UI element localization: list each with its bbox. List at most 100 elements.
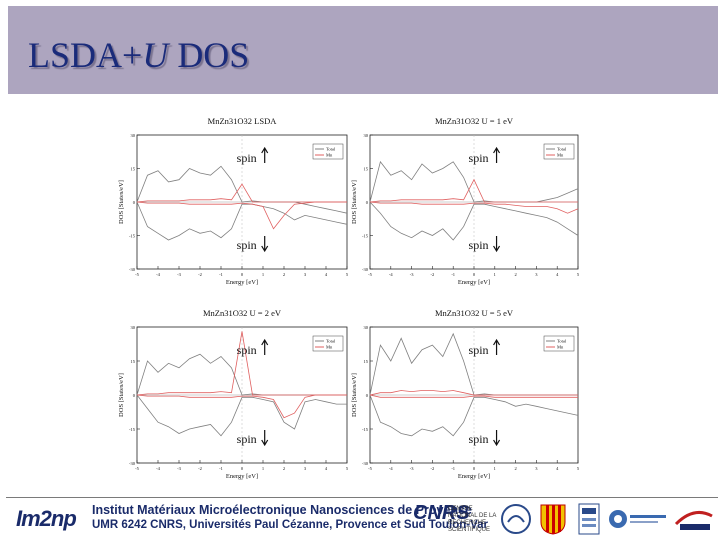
x-tick-label: 3: [535, 466, 538, 471]
x-tick-label: 3: [304, 466, 307, 471]
series-mn-down: [369, 394, 578, 398]
x-tick-label: 2: [283, 272, 285, 277]
spin-up-label: spin: [237, 151, 257, 165]
legend-entry: Mn: [326, 345, 333, 350]
x-tick-label: 4: [556, 466, 559, 471]
series-mn-down: [136, 201, 347, 230]
arrow-up-icon: [493, 338, 501, 355]
y-tick-label: 0: [366, 393, 369, 398]
footer: Im2np Institut Matériaux Microélectroniq…: [0, 498, 720, 540]
x-tick-label: -5: [135, 272, 139, 277]
x-tick-label: 2: [283, 466, 285, 471]
y-tick-label: -15: [362, 427, 369, 432]
y-tick-label: 30: [364, 325, 369, 330]
series-mn-up: [369, 178, 578, 203]
x-tick-label: -1: [219, 272, 223, 277]
x-tick-label: -2: [431, 466, 435, 471]
y-tick-label: 15: [131, 167, 136, 172]
series-mn-up: [136, 331, 347, 396]
y-tick-label: 15: [364, 359, 369, 364]
x-tick-label: -2: [431, 272, 435, 277]
panel-title: MnZn31O32 U = 5 eV: [435, 308, 514, 318]
x-axis-label: Energy [eV]: [458, 279, 490, 286]
x-tick-label: 1: [494, 272, 496, 277]
provence-shield-icon: [540, 504, 566, 535]
isen-logo-icon: [674, 510, 713, 530]
x-tick-label: 2: [514, 466, 516, 471]
arrow-up-icon: [261, 146, 269, 163]
title-main: LSDA+: [28, 35, 143, 75]
legend-entry: Mn: [557, 153, 564, 158]
spin-down-label: spin: [469, 432, 489, 446]
x-axis-label: Energy [eV]: [226, 279, 258, 286]
x-tick-label: -4: [389, 466, 393, 471]
arrow-up-icon: [261, 338, 269, 355]
spin-down-label: spin: [469, 238, 489, 252]
institute-name: Institut Matériaux Microélectronique Nan…: [92, 503, 472, 517]
panel-title: MnZn31O32 U = 2 eV: [203, 308, 282, 318]
x-tick-label: -5: [135, 466, 139, 471]
technopole-logo-icon: [609, 510, 666, 528]
spin-up-label: spin: [469, 151, 489, 165]
legend-entry: Mn: [326, 153, 333, 158]
y-tick-label: -30: [129, 267, 136, 272]
dos-panel-4: MnZn31O32 U = 5 eV -5 -4 -3 -2 -1 0 1 2 3 4 5 -30 -15…: [351, 308, 580, 480]
arrow-down-icon: [493, 236, 501, 253]
y-tick-label: 0: [133, 200, 136, 205]
arrow-down-icon: [261, 236, 269, 253]
cnrs-text: CENTRE NATIONAL DE LA RECHERCHE SCIENTIF…: [448, 506, 497, 533]
y-axis-label: DOS [States/eV]: [351, 373, 358, 417]
y-axis-label: DOS [States/eV]: [118, 180, 125, 224]
y-tick-label: 0: [366, 200, 369, 205]
panel-title: MnZn31O32 U = 1 eV: [435, 116, 514, 126]
title-end: DOS: [168, 35, 250, 75]
x-tick-label: 0: [473, 466, 476, 471]
series-mn-down: [136, 394, 347, 419]
title-bar: LSDA+U DOS: [8, 6, 718, 94]
y-tick-label: -15: [129, 234, 136, 239]
x-axis-label: Energy [eV]: [458, 473, 490, 480]
institute-affiliation: UMR 6242 CNRS, Universités Paul Cézanne,…: [92, 519, 489, 531]
x-tick-label: 4: [325, 272, 328, 277]
dos-panel-1: MnZn31O32 LSDA -5 -4 -3 -2 -1 0 1 2 3 4 5 -30 -15 0 15 3…: [118, 116, 349, 286]
im2np-logo: Im2np: [16, 506, 77, 531]
x-tick-label: 3: [304, 272, 307, 277]
x-tick-label: 0: [241, 272, 244, 277]
legend-entry: Total: [557, 147, 567, 152]
x-tick-label: 5: [346, 272, 349, 277]
arrow-down-icon: [261, 430, 269, 447]
x-tick-label: 4: [325, 466, 328, 471]
x-tick-label: 0: [241, 466, 244, 471]
x-tick-label: -2: [198, 466, 202, 471]
x-tick-label: 1: [262, 466, 264, 471]
series-total-up: [136, 165, 348, 214]
series-total-down: [369, 394, 579, 437]
series-total-down: [136, 394, 347, 437]
x-tick-label: -3: [410, 466, 414, 471]
x-tick-label: 5: [577, 466, 580, 471]
dos-panel-2: MnZn31O32 U = 1 eV -5 -4 -3 -2 -1 0 1 2 3 4 5 -30 -15…: [351, 116, 580, 286]
arrow-up-icon: [493, 146, 501, 163]
legend-entry: Mn: [557, 345, 564, 350]
x-tick-label: -4: [156, 272, 160, 277]
cnrs-logo: CNRS: [413, 502, 470, 524]
y-tick-label: -15: [129, 427, 136, 432]
x-tick-label: 5: [346, 466, 349, 471]
title-italic: U: [142, 35, 169, 75]
legend-entry: Total: [326, 147, 336, 152]
x-tick-label: -1: [219, 466, 223, 471]
y-tick-label: 15: [131, 359, 136, 364]
x-tick-label: -1: [451, 272, 455, 277]
y-tick-label: 30: [131, 133, 136, 138]
y-tick-label: -30: [129, 461, 136, 466]
y-tick-label: 15: [364, 167, 369, 172]
legend-entry: Total: [557, 339, 567, 344]
x-tick-label: -4: [156, 466, 160, 471]
y-tick-label: 30: [131, 325, 136, 330]
y-tick-label: 0: [133, 393, 136, 398]
arrow-down-icon: [493, 430, 501, 447]
footer-divider: [6, 497, 718, 498]
y-tick-label: -30: [362, 461, 369, 466]
series-total-up: [369, 160, 579, 203]
x-axis-label: Energy [eV]: [226, 473, 258, 480]
